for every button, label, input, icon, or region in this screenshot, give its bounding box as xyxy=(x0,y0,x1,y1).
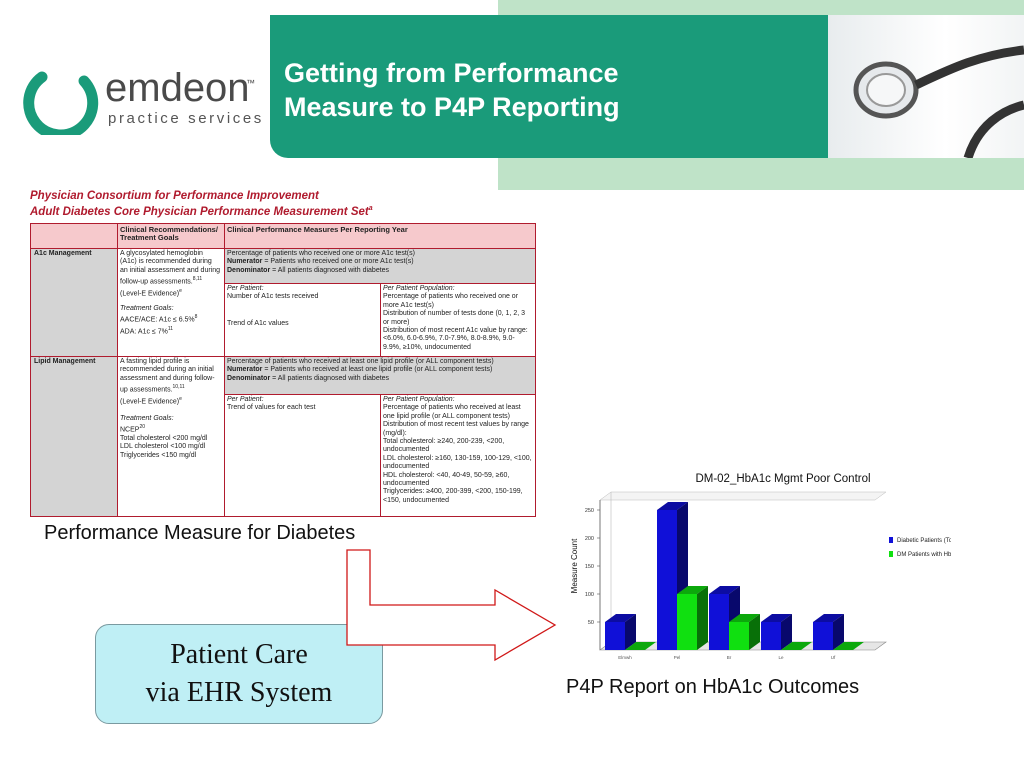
chart-bar-front xyxy=(677,594,697,650)
chart-bar-top xyxy=(781,642,812,650)
chart-bar xyxy=(677,586,708,650)
chart-y-tick-label: 150 xyxy=(585,564,594,570)
table-rule xyxy=(117,224,118,516)
a1c-recommendation: A glycosylated hemoglobin (A1c) is recom… xyxy=(120,250,221,336)
table-header-blank xyxy=(31,224,117,248)
chart-bar-front xyxy=(761,622,781,650)
chart-bar-side xyxy=(625,614,636,650)
stethoscope-image xyxy=(828,15,1024,158)
chart-bar-top xyxy=(625,642,656,650)
chart-legend-label: DM Patients with HbA1c > 9.0 xyxy=(897,552,951,558)
chart-bar-side xyxy=(833,614,844,650)
table-rule xyxy=(224,283,535,284)
chart-y-tick-label: 200 xyxy=(585,536,594,542)
row-label-lipid: Lipid Management xyxy=(31,356,117,516)
patient-care-box: Patient Care via EHR System xyxy=(95,624,383,724)
chart-bar-front xyxy=(813,622,833,650)
logo-trademark: ™ xyxy=(246,78,255,88)
chart-bar xyxy=(833,642,864,650)
chart-bar-top xyxy=(761,614,792,622)
stethoscope-icon xyxy=(853,45,1024,158)
chart-category-label: Br xyxy=(727,655,732,660)
chart-legend-swatch xyxy=(889,551,893,557)
lipid-recommendation: A fasting lipid profile is recommended d… xyxy=(120,358,215,459)
chart-bar-top xyxy=(709,586,740,594)
chart-bar-front xyxy=(729,622,749,650)
table-header-measures: Clinical Performance Measures Per Report… xyxy=(224,224,535,248)
chart-title: DM-02_HbA1c Mgmt Poor Control xyxy=(695,473,870,485)
chart-category-label: Uf xyxy=(831,655,836,660)
table-rule xyxy=(380,394,381,516)
emdeon-logo-icon xyxy=(23,71,99,135)
table-rule xyxy=(31,248,535,249)
chart-bar-side xyxy=(781,614,792,650)
lipid-per-patient: Per Patient: Trend of values for each te… xyxy=(227,396,316,412)
chart-bar-front xyxy=(709,594,729,650)
chart-category-label: Pel xyxy=(674,655,681,660)
table-header-recommendations: Clinical Recommendations/ Treatment Goal… xyxy=(117,224,224,248)
table-heading-measurement-set: Adult Diabetes Core Physician Performanc… xyxy=(30,205,373,218)
chart-y-tick-label: 250 xyxy=(585,508,594,514)
chart-bar-side xyxy=(749,614,760,650)
chart-bar-top xyxy=(605,614,636,622)
page-title-line-1: Getting from Performance xyxy=(284,58,619,88)
a1c-measure: Percentage of patients who received one … xyxy=(224,248,535,283)
performance-measure-table: Clinical Recommendations/ Treatment Goal… xyxy=(30,223,536,517)
a1c-per-population: Per Patient Population: Percentage of pa… xyxy=(383,285,528,351)
chart-bar xyxy=(761,614,792,650)
chart-bar xyxy=(605,614,636,650)
bent-arrow-icon xyxy=(346,549,557,662)
chart-bar-top xyxy=(813,614,844,622)
chart-bar xyxy=(729,614,760,650)
table-rule xyxy=(224,394,535,395)
caption-performance-measure: Performance Measure for Diabetes xyxy=(44,522,356,544)
chart-bar-top xyxy=(677,586,708,594)
chart-bar xyxy=(625,642,656,650)
lipid-per-population: Per Patient Population: Percentage of pa… xyxy=(383,396,532,504)
chart-category-label: Le xyxy=(778,655,784,660)
page-title-line-2: Measure to P4P Reporting xyxy=(284,92,620,122)
caption-p4p-report: P4P Report on HbA1c Outcomes xyxy=(566,676,860,698)
lipid-measure: Percentage of patients who received at l… xyxy=(224,356,535,394)
a1c-per-patient: Per Patient: Number of A1c tests receive… xyxy=(227,285,319,327)
chart-category-label: Elmwh xyxy=(618,655,632,660)
chart-bar-top xyxy=(657,502,688,510)
chart-bar-front xyxy=(605,622,625,650)
logo-subtitle: practice services xyxy=(108,110,264,127)
chart-bar xyxy=(781,642,812,650)
chart-bar-top xyxy=(833,642,864,650)
chart-back-top xyxy=(599,491,887,501)
chart-y-tick-label: 50 xyxy=(588,620,594,626)
chart-legend-label: Diabetic Patients (Total) xyxy=(897,538,951,544)
hba1c-bar-chart: DM-02_HbA1c Mgmt Poor Control Measure Co… xyxy=(570,473,951,660)
table-rule xyxy=(380,283,381,356)
patient-care-line-2: via EHR System xyxy=(145,677,333,708)
table-heading-consortium: Physician Consortium for Performance Imp… xyxy=(30,190,319,202)
chart-bar-front xyxy=(657,510,677,650)
table-rule xyxy=(224,224,225,516)
chart-legend-swatch xyxy=(889,537,893,543)
chart-bar-side xyxy=(697,586,708,650)
logo-wordmark: emdeon xyxy=(105,66,250,110)
chart-bar-top xyxy=(729,614,760,622)
patient-care-line-1: Patient Care xyxy=(170,639,308,670)
chart-y-axis-label: Measure Count xyxy=(570,538,579,593)
chart-bar xyxy=(813,614,844,650)
chart-y-tick-label: 100 xyxy=(585,592,594,598)
row-label-a1c: A1c Management xyxy=(31,248,117,356)
table-rule xyxy=(31,356,535,357)
